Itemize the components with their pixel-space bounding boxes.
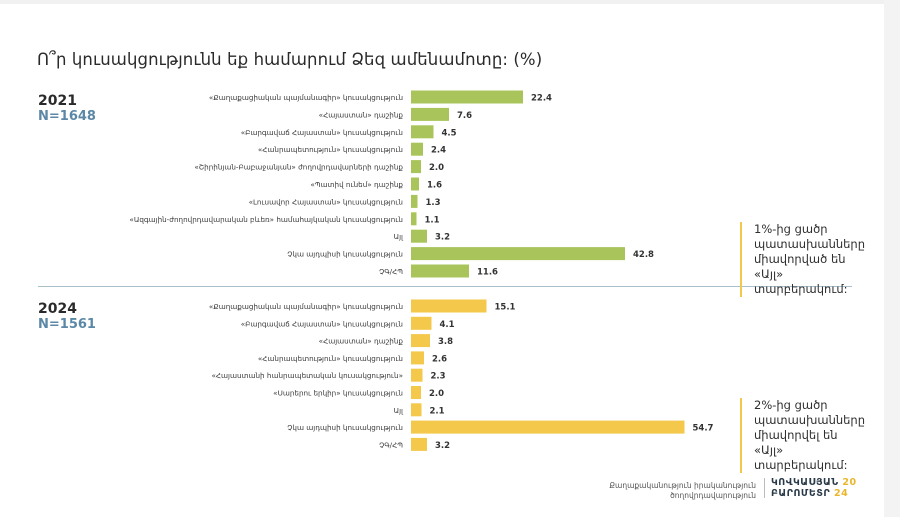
section-divider — [38, 286, 852, 287]
category-label: «Լուսավոր Հայաստան» կուսակցություն — [249, 197, 403, 206]
note-2021: 1%-ից ցածր պատասխանները միավորված են «Այ… — [740, 222, 865, 297]
note-2024: 2%-ից ցածր պատասխանները միավորվել են «Այ… — [740, 398, 865, 473]
category-label: «Հանրապետություն» կուսակցություն — [258, 145, 403, 154]
data-label: 4.5 — [442, 128, 457, 138]
bar — [411, 90, 523, 104]
category-label: «Հանրապետություն» կուսակցություն — [258, 354, 403, 363]
right-margin — [884, 0, 900, 517]
category-label: «Հայաստան» դաշինք — [319, 110, 404, 119]
data-label: 4.1 — [440, 320, 455, 330]
bar — [411, 107, 449, 121]
bar — [411, 420, 685, 434]
data-label: 2.6 — [432, 354, 447, 364]
category-label: «Պատիվ ունեմ» դաշինք — [310, 180, 403, 189]
data-label: 22.4 — [531, 94, 552, 104]
category-label: «Բարգավաճ Հայաստան» կուսակցություն — [241, 128, 403, 137]
data-label: 2.0 — [429, 163, 444, 173]
bar — [411, 386, 421, 399]
data-label: 1.1 — [425, 215, 440, 225]
footer-separator — [764, 478, 765, 498]
data-label: 1.6 — [427, 181, 442, 191]
bar — [411, 177, 419, 191]
bar — [411, 142, 423, 156]
category-label: «Ազգային-ժողովրդավարական բևեռ» համահայկա… — [129, 215, 403, 224]
category-label: Չկա այդպիսի կուսակցություն — [287, 423, 403, 432]
bar — [411, 316, 432, 330]
bar — [411, 437, 427, 451]
data-label: 2.3 — [431, 372, 446, 382]
logo-year-top: 20 — [842, 477, 857, 488]
data-label: 7.6 — [457, 111, 472, 121]
data-label: 2.4 — [431, 146, 446, 156]
data-label: 11.6 — [477, 268, 498, 278]
footer-org-line-1: Քաղաքականություն իրականություն — [609, 481, 756, 490]
bar — [411, 299, 487, 313]
category-label: Չկա այդպիսի կուսակցություն — [287, 250, 403, 259]
footer-org-line-2: ծողովրդավարություն — [670, 491, 756, 500]
bar — [411, 247, 625, 261]
sample-size-2024: N=1561 — [38, 317, 96, 332]
logo-line-2: ԲԱՐՈՄԵՏՐ — [771, 488, 831, 499]
data-label: 54.7 — [693, 424, 714, 434]
data-label: 2.1 — [430, 406, 445, 416]
category-label: Այլ — [394, 406, 404, 415]
year-2021-label: 2021 — [38, 93, 77, 109]
year-2024-label: 2024 — [38, 301, 77, 317]
category-label: «Բարգավաճ Հայաստան» կուսակցություն — [241, 319, 403, 328]
category-label: «Քաղաքացիական պայմանագիր» կուսակցություն — [209, 93, 403, 102]
data-label: 3.8 — [438, 337, 453, 347]
logo-line-1: ԿՈՎԿԱՍՅԱՆ — [771, 477, 839, 488]
chart-title: Ո՞ր կուսակցությունն եք համարում Ձեզ ամեն… — [37, 50, 543, 69]
category-label: ՉԳ/ՀՊ — [379, 440, 403, 449]
category-label: Այլ — [394, 232, 404, 241]
bar — [411, 264, 469, 278]
sample-size-2021: N=1648 — [38, 109, 96, 124]
category-label: ՉԳ/ՀՊ — [379, 267, 403, 276]
category-label: «Հայաստանի հանրապետական կուսակցություն» — [211, 371, 403, 380]
bar — [411, 351, 424, 365]
bar — [411, 194, 418, 208]
top-border — [0, 0, 885, 4]
bar — [411, 368, 423, 382]
data-label: 3.2 — [435, 441, 450, 451]
bar — [411, 403, 422, 417]
data-label: 42.8 — [633, 250, 654, 260]
data-label: 15.1 — [495, 303, 516, 313]
footer-organization: Քաղաքականություն իրականություն ծողովրդավ… — [560, 481, 756, 501]
bar — [411, 125, 434, 139]
data-label: 2.0 — [429, 389, 444, 399]
data-label: 3.2 — [435, 233, 450, 243]
data-label: 1.3 — [426, 198, 441, 208]
category-label: «Հայաստան» դաշինք — [319, 337, 404, 346]
bar — [411, 334, 430, 348]
barometer-logo: ԿՈՎԿԱՍՅԱՆ 20 ԲԱՐՈՄԵՏՐ 24 — [771, 477, 857, 499]
bar — [411, 160, 421, 174]
bar — [411, 229, 427, 243]
bar — [411, 212, 417, 226]
category-label: «Շիրինյան-Բաբաջանյան» ժողովրդավարների դա… — [194, 163, 403, 172]
logo-year-bottom: 24 — [833, 488, 849, 499]
category-label: «Քաղաքացիական պայմանագիր» կուսակցություն — [209, 302, 403, 311]
category-label: «Սարերու երկիր» կուսակցություն — [273, 389, 403, 398]
